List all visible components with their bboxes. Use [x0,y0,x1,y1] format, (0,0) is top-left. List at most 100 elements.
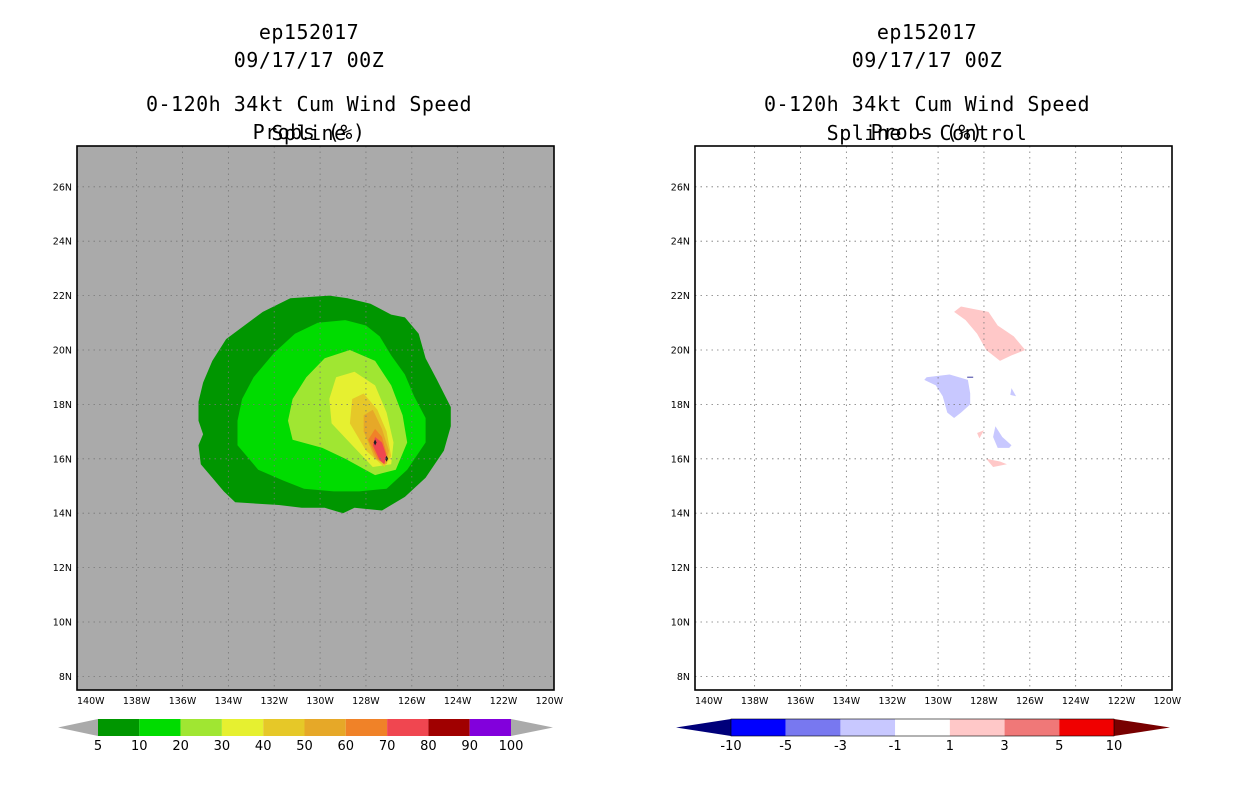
lat-tick-label: 12N [671,563,690,574]
colorbar-swatch [731,719,786,736]
colorbar-swatch [840,719,896,736]
left-axis-labels: 140W 138W 136W 134W 132W 130W 128W 126W 124W 122W… [53,182,564,707]
lon-tick-label: 136W [169,696,197,707]
colorbar-label: 80 [420,739,437,754]
lat-tick-label: 22N [671,291,690,302]
lat-tick-label: 26N [671,182,690,193]
colorbar-swatch [221,719,264,736]
colorbar-label: -1 [889,739,902,754]
right-product-title: 0-120h 34kt Cum Wind Speed Probs (%) [763,92,1091,144]
colorbar-swatch [1059,719,1114,736]
left-colorbar: 5 10 20 30 40 50 60 70 80 90 100 [58,719,553,754]
lon-tick-label: 136W [787,696,815,707]
lat-tick-label: 20N [671,346,690,357]
right-storm-id: ep152017 [876,20,978,44]
colorbar-label: -3 [834,739,847,754]
prob-max-mark [385,455,389,462]
colorbar-high-arrow [511,719,553,736]
right-gridlines [695,146,1172,690]
colorbar-swatch [345,719,388,736]
diff-positive-area [954,306,1026,361]
right-map-background [695,146,1172,690]
diff-negative-area [993,426,1012,448]
colorbar-swatch [263,719,305,736]
lon-tick-label: 138W [123,696,151,707]
diff-positive-area [986,458,1007,467]
lon-tick-label: 124W [444,696,472,707]
colorbar-swatch [304,719,346,736]
colorbar-swatch [1004,719,1060,736]
colorbar-label: 3 [1000,739,1008,754]
lat-tick-label: 12N [53,563,72,574]
lon-tick-label: 132W [878,696,906,707]
lat-tick-label: 8N [677,672,690,683]
colorbar-label: -5 [779,739,792,754]
colorbar-label: 70 [379,739,396,754]
lat-tick-label: 24N [671,237,690,248]
lon-tick-label: 120W [1154,696,1182,707]
lon-tick-label: 122W [490,696,518,707]
colorbar-swatch [949,719,1005,736]
lat-tick-label: 18N [53,400,72,411]
colorbar-swatch [469,719,511,736]
lat-tick-label: 20N [53,346,72,357]
colorbar-swatch [785,719,841,736]
colorbar-label: 20 [172,739,189,754]
lon-tick-label: 126W [1016,696,1044,707]
lon-tick-label: 140W [695,696,723,707]
right-axis-labels: 140W 138W 136W 134W 132W 130W 128W 126W 124W 122W… [671,182,1182,707]
lon-tick-label: 140W [77,696,105,707]
colorbar-label: 50 [296,739,313,754]
colorbar-label: 90 [461,739,478,754]
colorbar-swatch [428,719,470,736]
colorbar-outline [730,718,1115,737]
colorbar-low-arrow [58,719,98,736]
colorbar-label: 100 [499,739,524,754]
colorbar-label: 40 [255,739,272,754]
left-subtitle: Spline [271,121,347,145]
prob-max-mark [373,439,377,446]
lat-tick-label: 22N [53,291,72,302]
lon-tick-label: 138W [741,696,769,707]
colorbar-swatch [98,719,140,736]
lon-tick-label: 122W [1108,696,1136,707]
colorbar-swatch [895,719,950,736]
colorbar-label: 1 [946,739,954,754]
lat-tick-label: 8N [59,672,72,683]
lon-tick-label: 128W [970,696,998,707]
left-map-frame [76,145,555,691]
lon-tick-label: 130W [924,696,952,707]
lon-tick-label: 134W [215,696,243,707]
colorbar-label: -10 [720,739,741,754]
colorbar-swatch [139,719,181,736]
colorbar-label: 30 [214,739,231,754]
left-storm-id: ep152017 [258,20,360,44]
colorbar-swatch [180,719,222,736]
lon-tick-label: 134W [833,696,861,707]
colorbar-low-arrow [676,719,731,736]
lon-tick-label: 124W [1062,696,1090,707]
right-difference-map: 140W 138W 136W 134W 132W 130W 128W 126W 124W 122W… [671,145,1182,707]
colorbar-label: 5 [1055,739,1063,754]
lat-tick-label: 26N [53,182,72,193]
left-product-title: 0-120h 34kt Cum Wind Speed Probs (%) [145,92,473,144]
left-datetime: 09/17/17 00Z [233,48,385,72]
lon-tick-label: 126W [398,696,426,707]
diff-negative-area [1010,388,1017,397]
lat-tick-label: 10N [671,618,690,629]
lat-tick-label: 16N [671,454,690,465]
right-subtitle: Spline - Control [826,121,1028,145]
lon-tick-label: 128W [352,696,380,707]
right-map-frame [694,145,1173,691]
colorbar-label: 60 [338,739,355,754]
right-colorbar: -10 -5 -3 -1 1 3 5 10 [676,718,1170,754]
lat-tick-label: 10N [53,618,72,629]
lon-tick-label: 120W [536,696,564,707]
lon-tick-label: 130W [306,696,334,707]
lon-tick-label: 132W [260,696,288,707]
colorbar-label: 10 [1106,739,1123,754]
right-contours [924,306,1026,467]
colorbar-label: 5 [94,739,102,754]
diff-negative-area [924,374,971,418]
